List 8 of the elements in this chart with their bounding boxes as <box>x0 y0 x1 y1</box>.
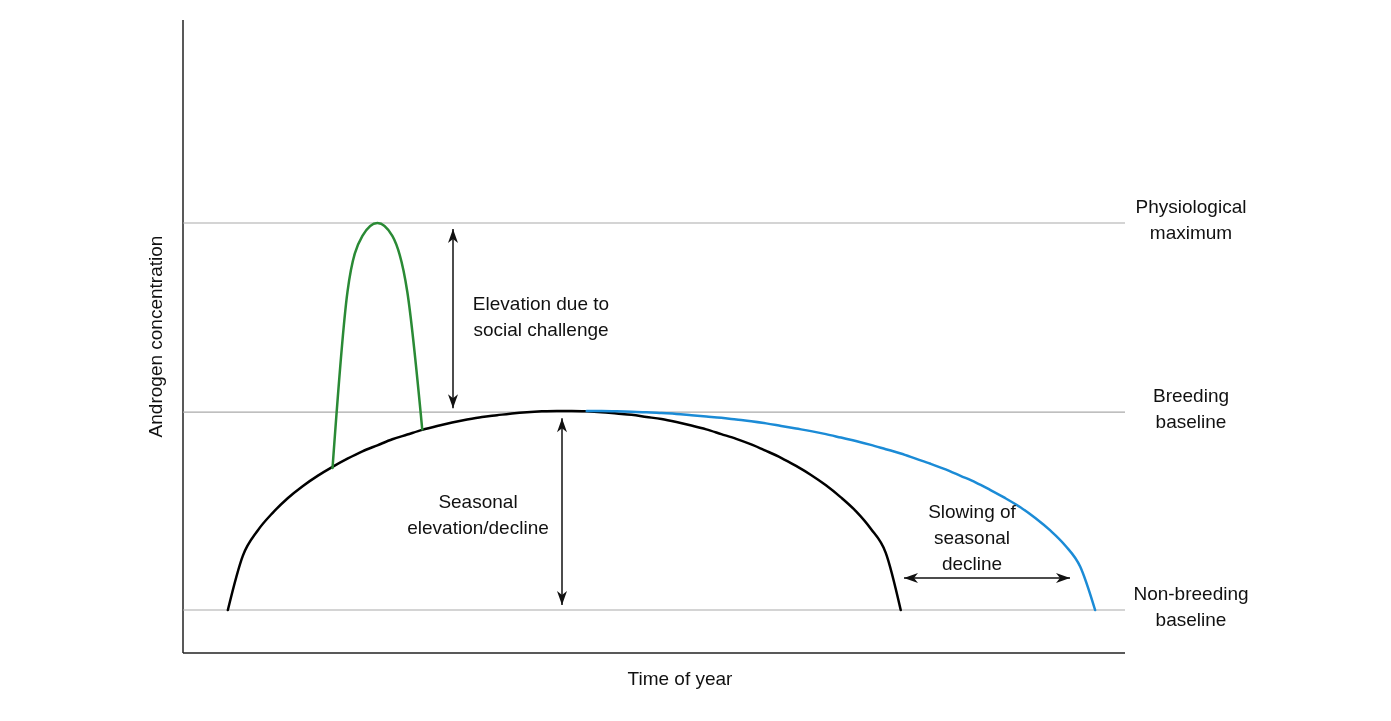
annotation: Seasonal elevation/decline <box>407 491 549 538</box>
y-axis-title: Androgen concentration <box>145 235 166 438</box>
annotation: Slowing of seasonal decline <box>928 501 1017 574</box>
ref-line-label: Non-breeding baseline <box>1133 583 1249 630</box>
ref-line-label: Breeding baseline <box>1152 385 1230 433</box>
x-axis-title: Time of year <box>627 668 734 689</box>
annotation: Elevation due to social challenge <box>472 293 610 340</box>
ref-line-label: Physiological maximum <box>1135 196 1247 243</box>
